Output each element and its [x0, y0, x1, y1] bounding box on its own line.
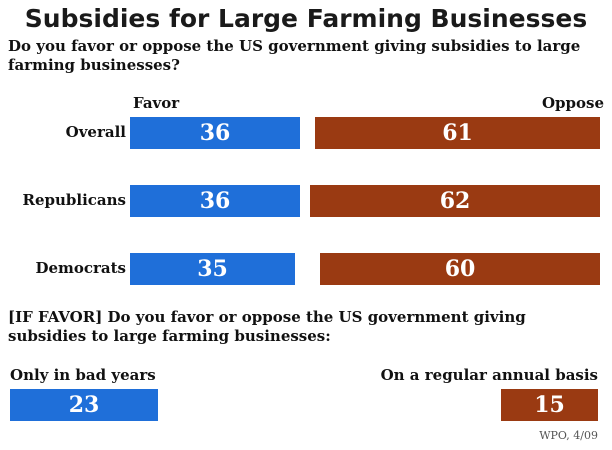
- oppose-column-header: Oppose: [541, 94, 604, 112]
- favor-bar-democrats: 35: [130, 253, 295, 285]
- oppose-bar-overall: 61: [315, 117, 600, 149]
- followup-label-bad-years: Only in bad years: [10, 366, 156, 384]
- row-label-republicans: Republicans: [22, 191, 127, 209]
- followup-bar-regular: 15: [501, 389, 598, 421]
- favor-bar-republicans: 36: [130, 185, 300, 217]
- followup-label-regular: On a regular annual basis: [380, 366, 598, 384]
- followup-question: [IF FAVOR] Do you favor or oppose the US…: [8, 308, 526, 345]
- row-label-democrats: Democrats: [35, 259, 126, 277]
- oppose-bar-republicans: 62: [310, 185, 600, 217]
- chart-title: Subsidies for Large Farming Businesses: [24, 4, 588, 33]
- source-note: WPO, 4/09: [539, 429, 598, 442]
- row-label-overall: Overall: [65, 123, 126, 141]
- favor-column-header: Favor: [133, 94, 180, 112]
- oppose-bar-democrats: 60: [320, 253, 600, 285]
- followup-bar-bad-years: 23: [10, 389, 158, 421]
- survey-question: Do you favor or oppose the US government…: [8, 37, 581, 74]
- favor-bar-overall: 36: [130, 117, 300, 149]
